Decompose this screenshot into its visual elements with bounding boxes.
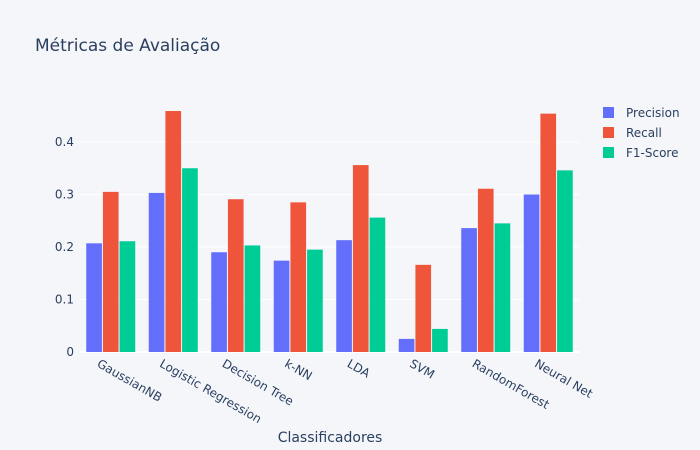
- bar[interactable]: [102, 191, 119, 352]
- bar[interactable]: [398, 338, 415, 352]
- y-tick-label: 0.2: [55, 240, 74, 254]
- bar[interactable]: [557, 170, 573, 352]
- bars: [86, 111, 573, 353]
- series-recall: [102, 111, 557, 353]
- bar[interactable]: [165, 111, 182, 353]
- chart-title: Métricas de Avaliação: [35, 36, 220, 56]
- series-f1-score: [119, 168, 573, 352]
- legend-item[interactable]: F1-Score: [603, 146, 678, 160]
- bar[interactable]: [494, 223, 511, 352]
- bar[interactable]: [86, 243, 102, 352]
- bar[interactable]: [415, 264, 432, 352]
- y-tick-label: 0.3: [55, 188, 74, 202]
- bar[interactable]: [119, 241, 136, 352]
- y-axis-ticks: 0 0.1 0.2 0.3 0.4: [55, 135, 74, 359]
- bar[interactable]: [307, 249, 323, 352]
- bar[interactable]: [148, 192, 165, 352]
- y-tick-label: 0.1: [55, 293, 74, 307]
- bar[interactable]: [273, 260, 290, 352]
- legend-item[interactable]: Recall: [603, 126, 662, 140]
- bar[interactable]: [352, 165, 369, 352]
- legend-swatch: [603, 127, 614, 138]
- legend-label: Precision: [626, 106, 680, 120]
- bar[interactable]: [290, 202, 307, 352]
- bar[interactable]: [227, 199, 244, 352]
- legend-item[interactable]: Precision: [603, 106, 680, 120]
- bar[interactable]: [523, 194, 540, 353]
- legend-swatch: [603, 107, 614, 118]
- x-axis-title: Classificadores: [278, 430, 383, 446]
- legend[interactable]: Precision Recall F1-Score: [603, 106, 680, 160]
- y-tick-label: 0: [66, 345, 74, 359]
- legend-label: F1-Score: [626, 146, 678, 160]
- legend-label: Recall: [626, 126, 662, 140]
- y-tick-label: 0.4: [55, 135, 74, 149]
- bar[interactable]: [369, 217, 386, 352]
- series-precision: [86, 192, 540, 353]
- bar[interactable]: [211, 252, 227, 352]
- bar[interactable]: [182, 168, 198, 352]
- bar[interactable]: [477, 188, 494, 352]
- bar[interactable]: [244, 245, 261, 352]
- bar[interactable]: [540, 113, 557, 353]
- bar[interactable]: [336, 240, 352, 352]
- bar[interactable]: [432, 328, 448, 352]
- legend-swatch: [603, 147, 614, 158]
- bar[interactable]: [461, 228, 477, 352]
